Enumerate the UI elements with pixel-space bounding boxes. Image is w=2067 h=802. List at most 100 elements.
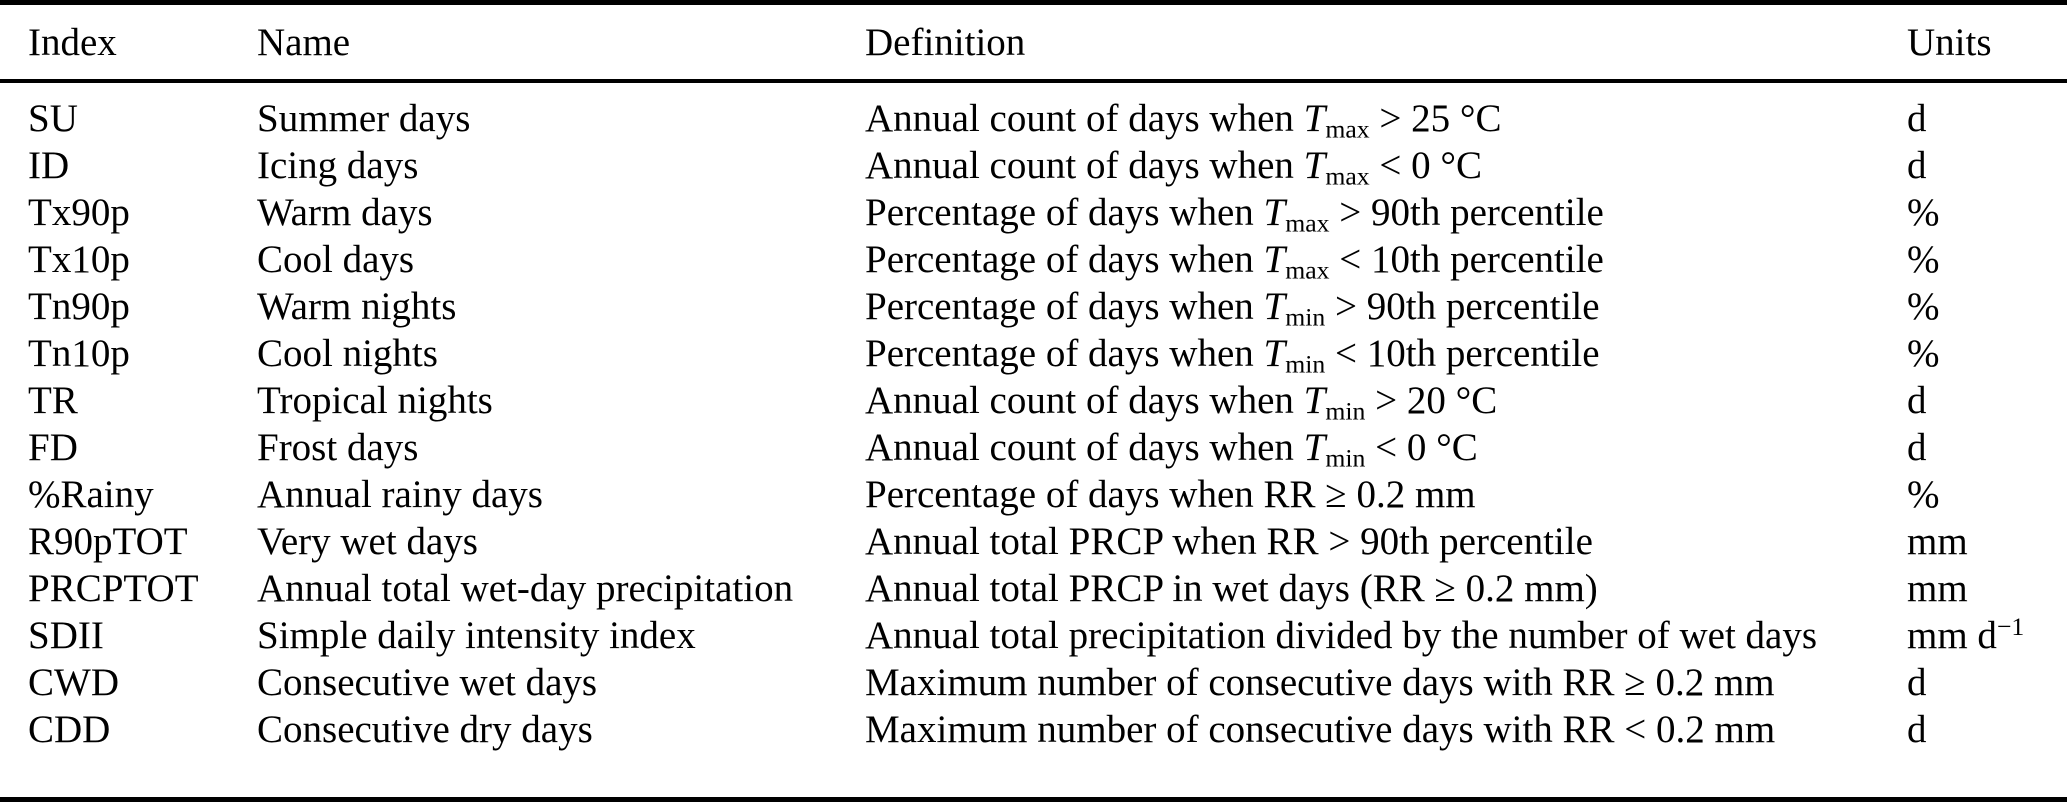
name-cell: Annual total wet-day precipitation [257,567,794,610]
definition-text: Maximum number of consecutive days with … [865,661,1775,704]
definition-text: Percentage of days when [865,332,1264,375]
definition-text: Annual total PRCP in wet days (RR ≥ 0.2 … [865,567,1598,610]
units-cell: d [1907,424,2067,471]
table-row: Tn90p Warm nights Percentage of days whe… [0,283,2067,330]
variable-symbol: T [1263,332,1286,375]
units-cell: mm d−1 [1907,612,2067,659]
units-text: d [1907,144,1927,187]
index-cell: CWD [28,661,119,704]
units-text: % [1907,191,1940,234]
index-cell: R90pTOT [28,520,188,563]
name-cell: Consecutive wet days [257,661,598,704]
index-cell: Tn10p [28,332,130,375]
index-cell: FD [28,426,78,469]
units-text: % [1907,332,1940,375]
name-cell: Frost days [257,426,419,469]
table-row: CWD Consecutive wet days Maximum number … [0,659,2067,706]
index-cell: SDII [28,614,104,657]
units-text: mm d [1907,614,1997,657]
column-header-index: Index [28,20,117,64]
units-cell: % [1907,236,2067,283]
definition-text: Percentage of days when [865,238,1264,281]
definition-tail: < 10th percentile [1325,332,1600,375]
definition-text: Annual count of days when [865,97,1304,140]
definition-tail: > 20 °C [1365,379,1498,422]
definition-tail: > 90th percentile [1329,191,1604,234]
table-row: ID Icing days Annual count of days when … [0,142,2067,189]
name-cell: Cool days [257,238,415,281]
table-row: FD Frost days Annual count of days when … [0,424,2067,471]
variable-symbol: T [1303,379,1326,422]
units-cell: d [1907,142,2067,189]
index-cell: TR [28,379,78,422]
units-cell: % [1907,471,2067,518]
units-text: d [1907,379,1927,422]
definition-text: Annual count of days when [865,379,1304,422]
definition-cell: Maximum number of consecutive days with … [865,706,1907,753]
definition-cell: Percentage of days when Tmin < 10th perc… [865,330,1907,377]
definition-text: Annual count of days when [865,426,1304,469]
definition-text: Percentage of days when [865,285,1264,328]
variable-subscript: max [1325,114,1370,144]
variable-subscript: max [1325,161,1370,191]
index-cell: ID [28,144,70,187]
table-row: Tn10p Cool nights Percentage of days whe… [0,330,2067,377]
variable-subscript: min [1325,396,1366,426]
table-row: Tx90p Warm days Percentage of days when … [0,189,2067,236]
definition-tail: < 0 °C [1369,144,1483,187]
table-row: SDII Simple daily intensity index Annual… [0,612,2067,659]
definition-cell: Annual total precipitation divided by th… [865,612,1907,659]
header-rule [0,79,2067,83]
table-row: PRCPTOT Annual total wet-day precipitati… [0,565,2067,612]
index-cell: Tx10p [28,238,130,281]
table-row: %Rainy Annual rainy days Percentage of d… [0,471,2067,518]
units-text: % [1907,285,1940,328]
units-cell: d [1907,659,2067,706]
units-cell: % [1907,330,2067,377]
units-exponent: −1 [1996,612,2025,642]
units-text: d [1907,97,1927,140]
definition-text: Annual total PRCP when RR > 90th percent… [865,520,1593,563]
definition-text: Percentage of days when [865,191,1264,234]
variable-symbol: T [1303,97,1326,140]
name-cell: Warm nights [257,285,457,328]
units-text: d [1907,708,1927,751]
definition-cell: Annual total PRCP when RR > 90th percent… [865,518,1907,565]
definition-cell: Percentage of days when Tmax < 10th perc… [865,236,1907,283]
index-cell: Tx90p [28,191,130,234]
table-row: TR Tropical nights Annual count of days … [0,377,2067,424]
name-cell: Consecutive dry days [257,708,593,751]
definition-text: Percentage of days when RR ≥ 0.2 mm [865,473,1476,516]
name-cell: Cool nights [257,332,438,375]
name-cell: Warm days [257,191,433,234]
column-header-units: Units [1907,20,1992,64]
definition-text: Annual total precipitation divided by th… [865,614,1818,657]
units-cell: % [1907,283,2067,330]
index-cell: PRCPTOT [28,567,199,610]
definition-cell: Annual count of days when Tmax < 0 °C [865,142,1907,189]
definition-cell: Percentage of days when RR ≥ 0.2 mm [865,471,1907,518]
units-cell: % [1907,189,2067,236]
table-body: SU Summer days Annual count of days when… [0,83,2067,797]
variable-symbol: T [1303,144,1326,187]
variable-symbol: T [1303,426,1326,469]
definition-tail: < 0 °C [1365,426,1478,469]
column-header-definition: Definition [865,20,1026,64]
name-cell: Icing days [257,144,419,187]
variable-symbol: T [1263,285,1286,328]
name-cell: Tropical nights [257,379,493,422]
variable-symbol: T [1263,191,1286,234]
definition-text: Annual count of days when [865,144,1304,187]
table-row: CDD Consecutive dry days Maximum number … [0,706,2067,753]
table-row: R90pTOT Very wet days Annual total PRCP … [0,518,2067,565]
units-text: d [1907,426,1927,469]
name-cell: Summer days [257,97,471,140]
units-cell: d [1907,706,2067,753]
units-text: mm [1907,567,1968,610]
variable-subscript: min [1325,443,1366,473]
definition-tail: > 25 °C [1369,97,1502,140]
units-cell: d [1907,95,2067,142]
definition-cell: Maximum number of consecutive days with … [865,659,1907,706]
units-text: % [1907,473,1940,516]
